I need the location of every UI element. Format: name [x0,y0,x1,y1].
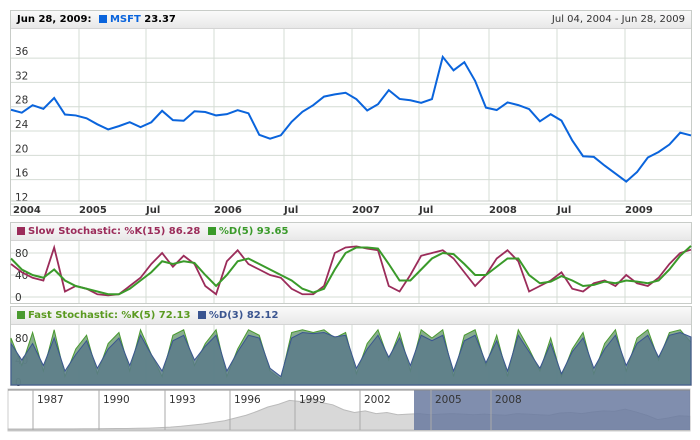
msft-swatch-icon [98,15,107,23]
navigator-year-label: 1987 [37,394,64,406]
slow-legend: Slow Stochastic: %K(15) 86.28 %D(5) 93.6… [11,223,691,241]
navigator-year-label: 1993 [169,394,196,406]
x-tick-label: 2009 [625,205,653,216]
navigator-year-label: 1990 [103,394,130,406]
legend-date: Jun 28, 2009: [17,14,92,25]
fast-legend: Fast Stochastic: %K(5) 72.13 %D(3) 82.12 [11,307,691,325]
y-tick-label: 12 [15,192,28,204]
y-tick-label: 36 [15,46,29,58]
x-tick-label: Jul [283,205,298,216]
slow-k-swatch-icon [17,227,25,235]
price-chart[interactable]: 12 16 20 24 28 32 36 2004 2005 Jul 2006 Jul 2007 Jul 2… [10,29,692,216]
fast-d-value: 82.12 [246,310,279,321]
slow-d-label: %D(5) [218,226,254,237]
y-tick-label: 32 [15,70,28,82]
navigator-year-label: 1996 [234,394,261,406]
fast-d-label: %D(3) [208,310,244,321]
x-tick-label: 2006 [214,205,242,216]
slow-stochastic-panel: Slow Stochastic: %K(15) 86.28 %D(5) 93.6… [10,222,692,304]
price-legend: Jun 28, 2009: MSFT 23.37 Jul 04, 2004 - … [11,11,691,29]
slow-d-value: 93.65 [256,226,289,237]
y-tick-label: 0 [15,292,22,304]
y-tick-label: 20 [15,143,28,155]
x-tick-label: Jul [145,205,160,216]
x-tick-label: 2008 [489,205,517,216]
fast-d-swatch-icon [197,311,206,319]
date-range: Jul 04, 2004 - Jun 28, 2009 [551,14,685,25]
navigator-year-label: 2008 [495,394,522,406]
slow-k-line [10,244,692,297]
navigator-year-label: 2005 [435,394,462,406]
fast-d-area [10,331,692,386]
price-panel: Jun 28, 2009: MSFT 23.37 Jul 04, 2004 - … [10,10,692,216]
y-tick-label: 16 [15,168,29,180]
fast-k-value: 72.13 [158,310,191,321]
y-tick-label: 80 [15,248,28,260]
fast-stochastic-panel: Fast Stochastic: %K(5) 72.13 %D(3) 82.12… [10,306,692,389]
x-tick-label: 2007 [352,205,380,216]
x-tick-label: 2005 [79,205,107,216]
legend-series: MSFT [109,14,141,25]
slow-k-label: Slow Stochastic: %K(15) [28,226,166,237]
y-tick-label: 28 [15,95,28,107]
y-tick-label: 24 [15,119,29,131]
navigator-selection [414,390,690,430]
legend-value: 23.37 [144,14,176,25]
fast-k-swatch-icon [17,311,25,319]
navigator[interactable]: 1987 1990 1993 1996 1999 2002 2005 2008 [7,388,691,433]
slow-d-line [10,245,692,296]
x-tick-label: Jul [556,205,571,216]
x-tick-label: Jul [418,205,433,216]
fast-k-label: Fast Stochastic: %K(5) [28,310,156,321]
x-tick-label: 2004 [13,205,41,216]
slow-k-value: 86.28 [168,226,201,237]
y-tick-label: 80 [15,333,28,345]
slow-d-swatch-icon [207,227,216,235]
msft-price-line [10,54,692,183]
navigator-year-label: 2002 [364,394,391,406]
navigator-year-label: 1999 [299,394,326,406]
